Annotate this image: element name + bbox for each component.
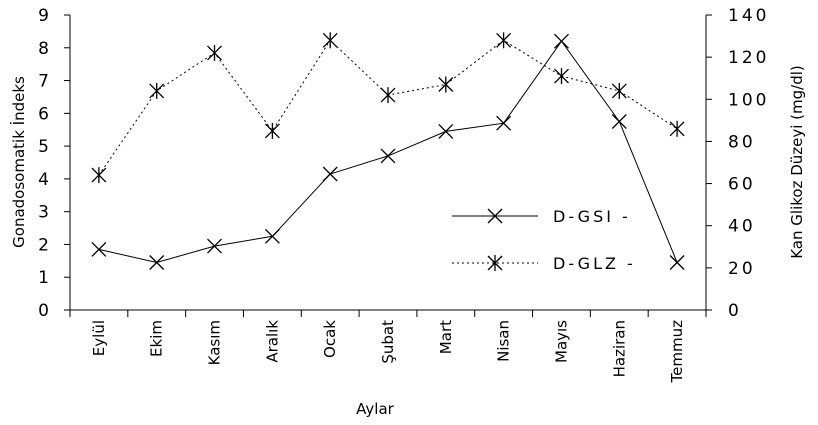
series-1-marker-0 (91, 167, 107, 184)
x-tick-label-9: Haziran (610, 320, 628, 377)
y-tick-label-5: 5 (38, 137, 50, 157)
series-0-marker-5 (380, 148, 396, 164)
series-0-marker-4 (322, 166, 338, 182)
series-line-0 (98, 40, 678, 264)
series-1-marker-2 (207, 44, 222, 61)
series-0-marker-6 (438, 123, 454, 139)
series-line-1 (98, 39, 678, 176)
legend-item-gsi: D-GSI - (452, 207, 631, 226)
series-0-marker-3 (264, 228, 280, 244)
series-layer (91, 32, 685, 270)
y-axis-title: Gonadosomatik İndeks (9, 76, 28, 248)
y2-tick-label-2: 40 (728, 217, 756, 237)
x-tick-label-1: Ekim (148, 320, 166, 357)
series-0-marker-8 (554, 33, 569, 49)
legend-marker-glz (487, 255, 503, 271)
series-1-marker-10 (669, 120, 685, 137)
x-tick-label-3: Aralık (263, 320, 281, 363)
series-0-marker-2 (207, 238, 222, 254)
series-1-marker-1 (149, 82, 165, 99)
x-axis: Eylül Ekim Kasım Aralık Ocak Şubat Mart Nisan Ma… (69, 309, 707, 384)
series-1-marker-7 (496, 32, 512, 49)
x-tick-label-7: Nisan (495, 320, 513, 362)
series-0-marker-10 (669, 255, 685, 270)
y2-tick-label-5: 100 (728, 90, 769, 110)
y2-tick-label-4: 80 (728, 132, 756, 152)
y-tick-label-1: 1 (38, 268, 50, 288)
y-tick-label-9: 9 (38, 6, 50, 26)
x-tick-label-8: Mayıs (552, 320, 570, 363)
left-y-axis: 0 1 2 3 4 5 6 7 8 9 (38, 6, 71, 321)
legend-marker-gsi (487, 208, 503, 224)
x-tick-label-4: Ocak (321, 320, 339, 358)
x-tick-label-2: Kasım (206, 320, 224, 365)
legend: D-GSI - D-GLZ - (452, 207, 636, 273)
right-y-ticks: 0 20 40 60 80 100 120 140 (706, 6, 769, 321)
series-1-marker-8 (554, 68, 569, 85)
y-tick-label-2: 2 (38, 235, 50, 255)
x-tick-label-6: Mart (437, 320, 455, 354)
series-1-marker-9 (611, 82, 627, 99)
series-1-marker-4 (322, 32, 338, 49)
y2-tick-label-6: 120 (728, 48, 769, 68)
y2-tick-label-1: 20 (728, 259, 756, 279)
x-tick-label-10: Temmuz (668, 320, 686, 384)
legend-label-gsi: D-GSI - (553, 207, 631, 226)
y2-axis-title: Kan Glikoz Düzeyi (mg/dl) (788, 65, 806, 259)
legend-item-glz: D-GLZ - (452, 254, 636, 273)
y-tick-label-4: 4 (38, 170, 50, 190)
legend-label-glz: D-GLZ - (553, 254, 636, 273)
series-1-marker-3 (264, 122, 280, 139)
series-1-marker-6 (438, 76, 454, 93)
x-ticks: Eylül Ekim Kasım Aralık Ocak Şubat Mart Nisan Ma… (69, 310, 707, 384)
y-tick-label-0: 0 (38, 301, 50, 321)
x-axis-title: Aylar (356, 400, 394, 418)
y-tick-label-8: 8 (38, 39, 50, 59)
left-y-ticks: 0 1 2 3 4 5 6 7 8 9 (38, 6, 70, 321)
y2-tick-label-3: 60 (728, 175, 756, 195)
right-y-axis: 0 20 40 60 80 100 120 140 (705, 6, 769, 321)
series-1-marker-5 (380, 87, 396, 104)
x-tick-label-0: Eylül (90, 320, 108, 356)
y-tick-label-3: 3 (38, 203, 50, 223)
series-0-marker-7 (496, 115, 512, 131)
series-0-marker-9 (611, 114, 627, 129)
series-0-marker-1 (149, 255, 165, 270)
y-tick-label-6: 6 (38, 104, 50, 124)
series-0-marker-0 (91, 241, 107, 257)
y-tick-label-7: 7 (38, 72, 50, 92)
y2-tick-label-7: 140 (728, 6, 769, 26)
y2-tick-label-0: 0 (728, 301, 742, 321)
x-tick-label-5: Şubat (379, 320, 397, 364)
